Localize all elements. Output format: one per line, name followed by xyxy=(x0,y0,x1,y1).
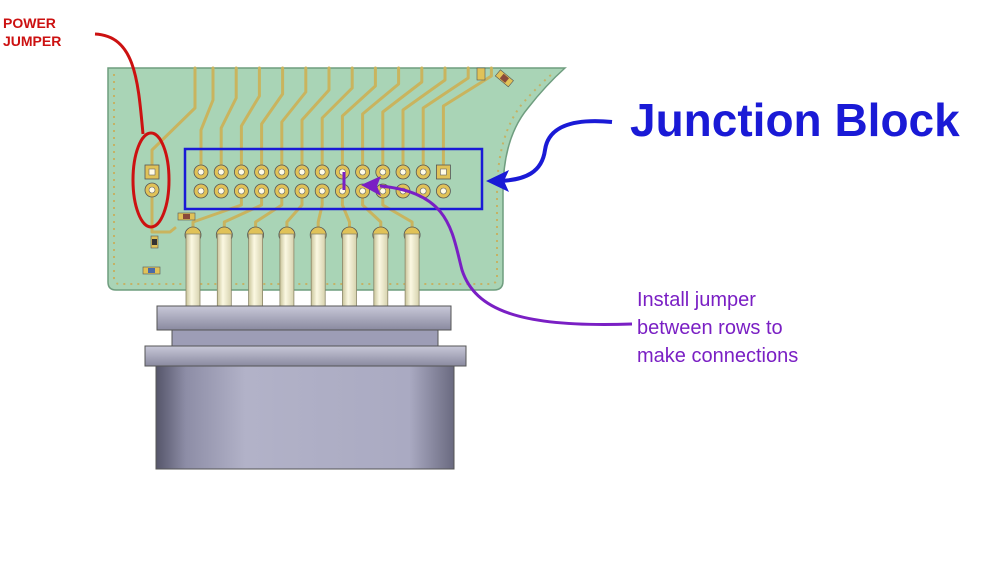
junction-arrowhead-icon xyxy=(486,170,509,192)
pcb-trace xyxy=(381,66,424,174)
header-pad-hole xyxy=(318,168,326,176)
pcb-trace xyxy=(320,66,354,174)
header-pad-hole xyxy=(197,168,205,176)
header-pad-hole xyxy=(298,187,306,195)
header-pad-hole xyxy=(217,187,225,195)
header-pad-hole xyxy=(379,187,387,195)
connector-pin xyxy=(310,233,326,309)
install-jumper-note: Install jumper between rows to make conn… xyxy=(637,286,798,370)
pcb-trace xyxy=(300,66,331,174)
install-arrowhead-icon xyxy=(361,176,381,196)
header-pad-hole xyxy=(238,187,245,195)
connector-pin xyxy=(279,233,295,309)
install-note-line-1: Install jumper xyxy=(637,289,756,311)
connector-pins xyxy=(184,226,421,309)
header-pad-hole xyxy=(298,168,306,176)
header-pad-hole xyxy=(440,187,447,195)
header-pad-hole xyxy=(238,168,245,176)
pcb-trace xyxy=(401,66,447,174)
header-pad-hole xyxy=(419,168,427,176)
header-pad-hole xyxy=(379,168,387,176)
pcb-ground-outline xyxy=(113,73,553,285)
header-pad-hole xyxy=(359,187,366,195)
pcb-trace xyxy=(199,66,215,174)
header-pad-hole xyxy=(278,187,286,195)
connector-pin xyxy=(373,233,389,309)
install-jumper-arrow xyxy=(379,184,633,327)
power-jumper-circle xyxy=(131,131,171,229)
pcb-trace xyxy=(280,66,308,174)
header-pad-hole xyxy=(399,168,407,176)
header-pad-hole xyxy=(258,168,265,176)
pcb-trace xyxy=(361,66,401,174)
connector-pin xyxy=(342,233,357,309)
header-pad-hole xyxy=(318,187,326,195)
pcb-trace xyxy=(441,66,493,174)
connector-housing xyxy=(144,305,467,470)
header-pad-hole xyxy=(359,168,366,176)
power-jumper-pads xyxy=(144,164,160,198)
connector-pin xyxy=(185,233,201,309)
power-jumper-label-line-1: POWER xyxy=(3,15,56,31)
header-pad-hole xyxy=(278,168,286,176)
install-note-line-3: make connections xyxy=(637,345,799,367)
header-pad-hole xyxy=(217,168,225,176)
junction-block-box xyxy=(183,147,484,211)
connector-pin xyxy=(248,233,264,309)
pcb-trace xyxy=(340,66,377,174)
header-pad-hole xyxy=(440,168,447,176)
power-jumper-label: POWER JUMPER xyxy=(3,14,93,50)
smd-components xyxy=(142,67,514,275)
power-jumper-label-line-2: JUMPER xyxy=(3,33,62,49)
pcb-trace xyxy=(150,66,197,167)
install-note-line-2: between rows to xyxy=(637,317,783,339)
header-pad-hole xyxy=(258,187,265,195)
connector-pin xyxy=(216,233,232,309)
junction-block-title: Junction Block xyxy=(630,94,960,146)
junction-block-arrow xyxy=(498,119,613,183)
connector-pin xyxy=(404,233,420,309)
pcb-trace xyxy=(150,195,177,234)
header-pad-hole xyxy=(197,187,205,195)
power-jumper-arrow xyxy=(94,32,145,135)
header-pad-hole xyxy=(419,187,427,195)
pcb-trace xyxy=(421,66,470,174)
